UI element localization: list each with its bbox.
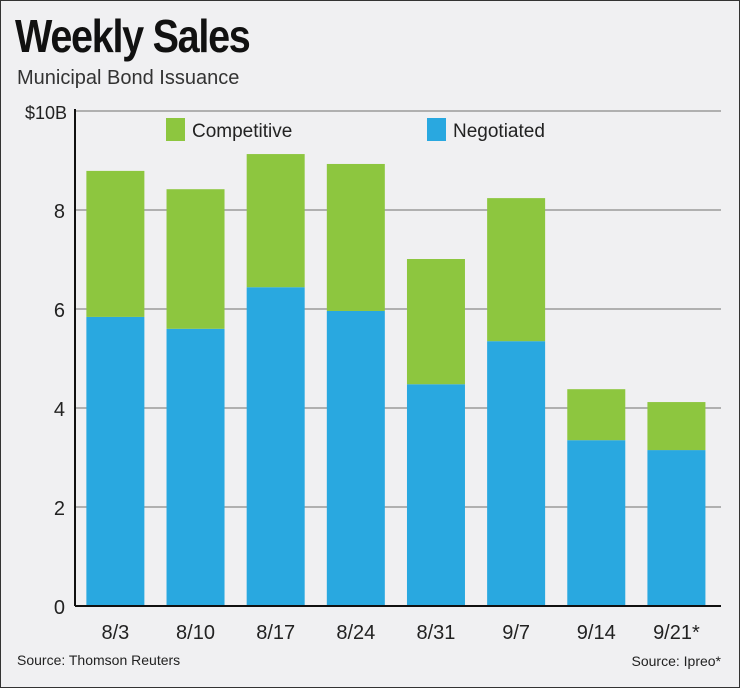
bar-competitive	[487, 198, 546, 342]
x-tick-label: 8/3	[101, 622, 129, 644]
bar-competitive	[86, 170, 145, 317]
bar-negotiated	[86, 316, 145, 606]
legend-label-negotiated: Negotiated	[453, 121, 545, 142]
bar-competitive	[166, 189, 225, 329]
bar-competitive	[647, 402, 706, 451]
x-tick-label: 9/14	[577, 622, 616, 644]
y-tick-label: $10B	[25, 103, 67, 123]
bar-competitive	[406, 259, 465, 385]
y-tick-label: 2	[54, 498, 65, 520]
y-tick-label: 6	[54, 300, 65, 322]
y-tick-label: 4	[54, 399, 65, 421]
y-tick-label: 8	[54, 201, 65, 223]
x-tick-label: 9/21*	[653, 622, 700, 644]
legend-swatch-competitive	[166, 118, 185, 141]
y-tick-label: 0	[54, 597, 65, 619]
chart-title: Weekly Sales	[15, 10, 251, 62]
x-tick-label: 9/7	[502, 622, 530, 644]
x-tick-label: 8/17	[256, 622, 295, 644]
bar-competitive	[567, 389, 626, 441]
bar-negotiated	[326, 310, 385, 606]
source-right: Source: Ipreo*	[631, 653, 722, 669]
source-left: Source: Thomson Reuters	[17, 652, 181, 668]
bar-negotiated	[487, 341, 546, 606]
x-tick-label: 8/10	[176, 622, 215, 644]
bar-competitive	[246, 154, 305, 288]
bar-competitive	[326, 163, 385, 311]
bar-negotiated	[166, 328, 225, 606]
x-tick-label: 8/31	[417, 622, 456, 644]
bar-negotiated	[647, 450, 706, 606]
legend-label-competitive: Competitive	[192, 121, 292, 142]
x-tick-label: 8/24	[336, 622, 375, 644]
bar-negotiated	[246, 287, 305, 606]
bar-negotiated	[567, 440, 626, 606]
bar-negotiated	[406, 384, 465, 606]
legend-swatch-negotiated	[427, 118, 446, 141]
chart-subtitle: Municipal Bond Issuance	[17, 67, 240, 89]
